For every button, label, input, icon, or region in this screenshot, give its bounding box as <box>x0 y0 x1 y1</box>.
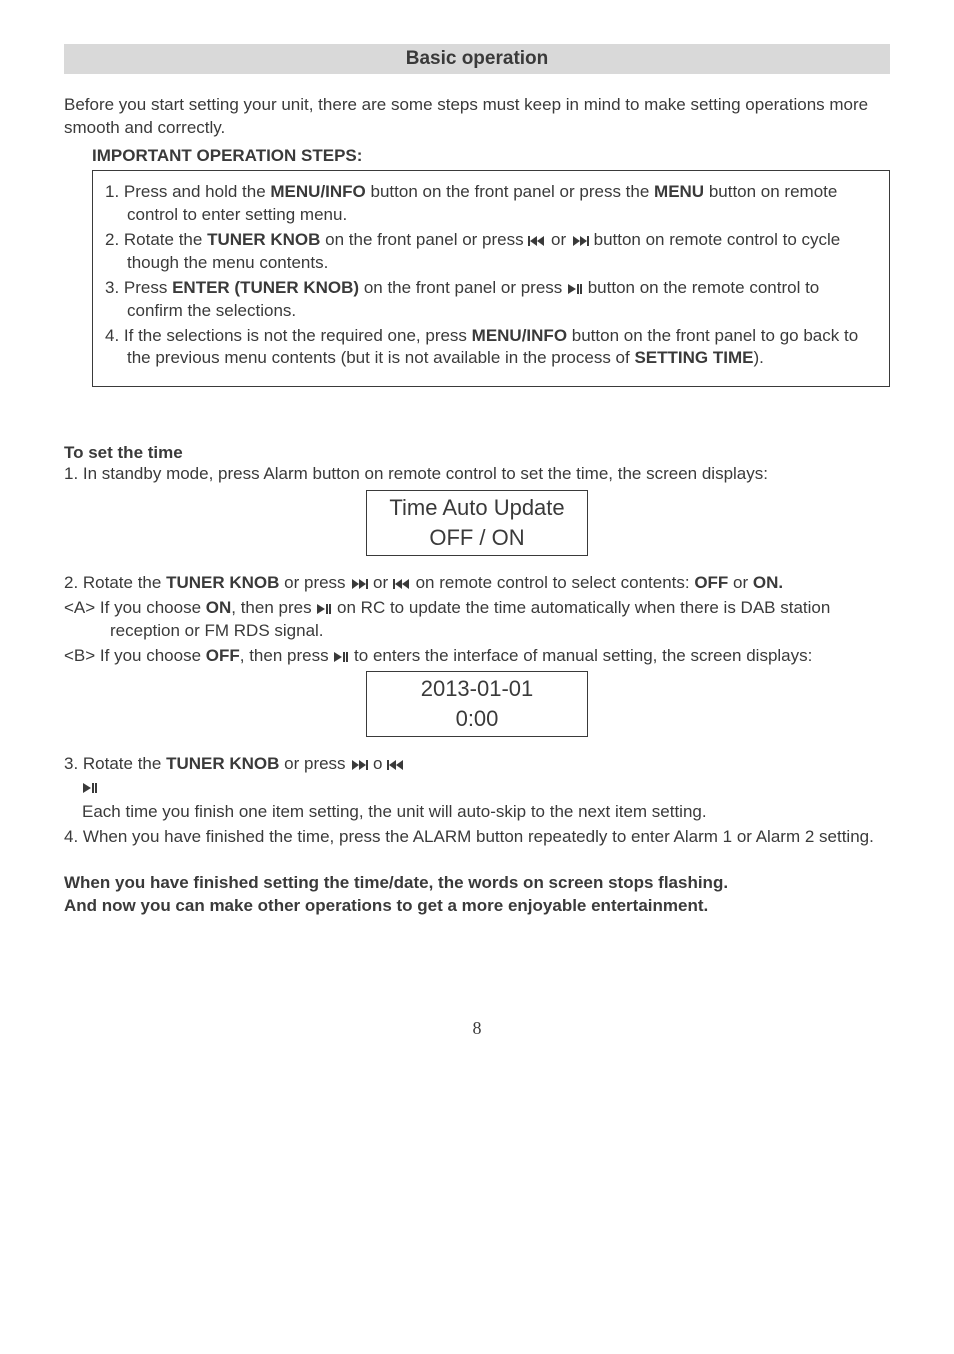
step-4-alarm: 4. When you have finished the time, pres… <box>64 826 890 849</box>
menu-label: MENU <box>654 182 704 201</box>
display-line: Time Auto Update <box>367 493 587 523</box>
option-b: <B> If you choose OFF, then press to ent… <box>64 645 890 668</box>
text: 3. Rotate the <box>64 754 166 773</box>
step-2: 2. Rotate the TUNER KNOB on the front pa… <box>105 229 877 275</box>
display-box-date: 2013-01-01 0:00 <box>366 671 588 736</box>
setting-time-label: SETTING TIME <box>634 348 753 367</box>
step-3-rotate: 3. Rotate the TUNER KNOB or press o <box>64 753 890 776</box>
step-1-standby: 1. In standby mode, press Alarm button o… <box>64 463 890 486</box>
text: to enters the interface of manual settin… <box>349 646 812 665</box>
next-track-icon <box>571 235 589 247</box>
text: or press <box>279 754 350 773</box>
enter-label: ENTER (TUNER KNOB) <box>172 278 359 297</box>
text: or <box>728 573 753 592</box>
text: 4. If the selections is not the required… <box>105 326 472 345</box>
closing-text: When you have finished setting the time/… <box>64 871 890 919</box>
text: , then pres <box>231 598 316 617</box>
menu-info-label: MENU/INFO <box>472 326 567 345</box>
steps-box: 1. Press and hold the MENU/INFO button o… <box>92 170 890 388</box>
step-4: 4. If the selections is not the required… <box>105 325 877 371</box>
step-1: 1. Press and hold the MENU/INFO button o… <box>105 181 877 227</box>
tuner-knob-label: TUNER KNOB <box>207 230 320 249</box>
text: 2. Rotate the <box>105 230 207 249</box>
closing-line: When you have finished setting the time/… <box>64 871 890 895</box>
prev-track-icon <box>387 759 405 771</box>
text: on remote control to select contents: <box>411 573 694 592</box>
step-3: 3. Press ENTER (TUNER KNOB) on the front… <box>105 277 877 323</box>
off-label: OFF <box>206 646 240 665</box>
steps-heading: IMPORTANT OPERATION STEPS: <box>92 146 890 166</box>
prev-track-icon <box>393 578 411 590</box>
set-time-heading: To set the time <box>64 443 890 463</box>
tuner-knob-label: TUNER KNOB <box>166 573 279 592</box>
text: 3. Press <box>105 278 172 297</box>
text: or <box>368 573 393 592</box>
text: or <box>546 230 571 249</box>
section-title: Basic operation <box>64 44 890 74</box>
closing-line: And now you can make other operations to… <box>64 894 890 918</box>
text: <A> If you choose <box>64 598 206 617</box>
display-line: 0:00 <box>367 704 587 734</box>
option-a: <A> If you choose ON, then pres on RC to… <box>64 597 890 643</box>
display-line: OFF / ON <box>367 523 587 553</box>
page-number: 8 <box>64 1018 890 1039</box>
text: 2. Rotate the <box>64 573 166 592</box>
off-label: OFF <box>694 573 728 592</box>
text: on the front panel or press <box>359 278 567 297</box>
text: , then press <box>240 646 334 665</box>
text: on the front panel or press <box>320 230 528 249</box>
next-track-icon <box>350 759 368 771</box>
tuner-knob-label: TUNER KNOB <box>166 754 279 773</box>
play-pause-icon <box>82 782 98 794</box>
display-line: 2013-01-01 <box>367 674 587 704</box>
menu-info-label: MENU/INFO <box>270 182 365 201</box>
text: 1. Press and hold the <box>105 182 270 201</box>
display-box-time-auto: Time Auto Update OFF / ON <box>366 490 588 555</box>
step-2-rotate: 2. Rotate the TUNER KNOB or press or on … <box>64 572 890 595</box>
text: button on the front panel or press the <box>366 182 654 201</box>
prev-track-icon <box>528 235 546 247</box>
play-pause-icon <box>316 603 332 615</box>
text: <B> If you choose <box>64 646 206 665</box>
step-3-note: Each time you finish one item setting, t… <box>82 801 890 824</box>
on-label: ON. <box>753 573 783 592</box>
play-pause-icon <box>333 651 349 663</box>
on-label: ON <box>206 598 232 617</box>
next-track-icon <box>350 578 368 590</box>
intro-text: Before you start setting your unit, ther… <box>64 94 890 140</box>
play-pause-icon <box>567 283 583 295</box>
text: ). <box>753 348 763 367</box>
set-time-body: 1. In standby mode, press Alarm button o… <box>64 463 890 848</box>
text: or press <box>279 573 350 592</box>
text: o <box>368 754 387 773</box>
page: Basic operation Before you start setting… <box>0 0 954 1079</box>
play-pause-line <box>82 776 890 799</box>
